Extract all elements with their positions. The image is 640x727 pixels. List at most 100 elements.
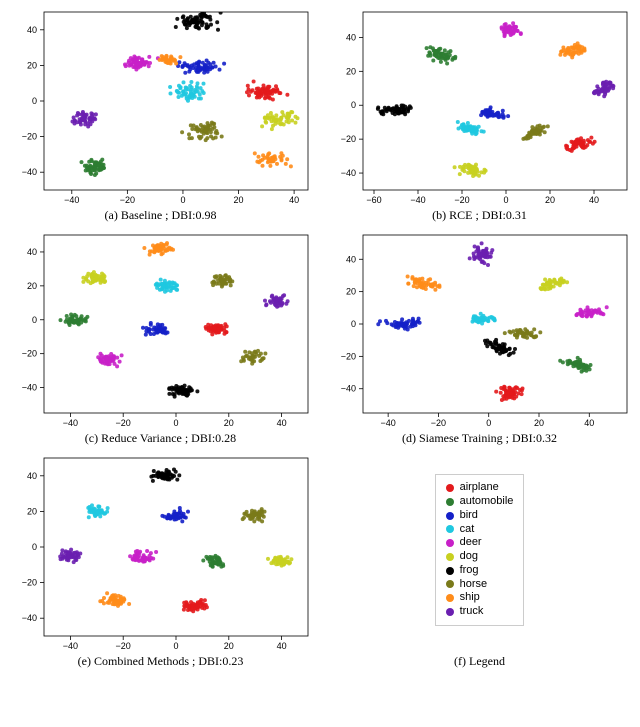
legend-label: ship xyxy=(460,591,480,605)
svg-text:40: 40 xyxy=(26,471,36,481)
svg-text:−40: −40 xyxy=(340,168,355,178)
svg-text:0: 0 xyxy=(173,418,178,427)
legend-swatch xyxy=(446,553,454,561)
legend-label: automobile xyxy=(460,495,514,509)
legend-item-frog: frog xyxy=(446,564,514,578)
svg-text:−20: −20 xyxy=(115,641,130,650)
legend-label: horse xyxy=(460,578,488,592)
legend-label: deer xyxy=(460,536,482,550)
svg-text:0: 0 xyxy=(486,418,491,427)
legend-label: dog xyxy=(460,550,478,564)
legend-item-cat: cat xyxy=(446,523,514,537)
svg-text:0: 0 xyxy=(31,315,36,325)
svg-text:40: 40 xyxy=(289,195,299,204)
svg-text:−20: −20 xyxy=(21,578,36,588)
legend-label: airplane xyxy=(460,481,499,495)
legend-swatch xyxy=(446,512,454,520)
legend-container: airplaneautomobilebirdcatdeerdogfroghors… xyxy=(325,450,635,650)
svg-text:−40: −40 xyxy=(21,383,36,393)
svg-text:20: 20 xyxy=(233,195,243,204)
svg-text:−20: −20 xyxy=(454,195,469,204)
legend-item-airplane: airplane xyxy=(446,481,514,495)
caption-b: (b) RCE ; DBI:0.31 xyxy=(432,208,527,223)
svg-text:20: 20 xyxy=(544,195,554,204)
svg-text:40: 40 xyxy=(345,32,355,42)
svg-text:−40: −40 xyxy=(62,418,77,427)
svg-text:−40: −40 xyxy=(21,613,36,623)
svg-text:20: 20 xyxy=(345,287,355,297)
legend-swatch xyxy=(446,594,454,602)
scatter-e: −40 −20 0 20 40 −40 −20 0 20 40 xyxy=(6,450,316,650)
legend-swatch xyxy=(446,539,454,547)
svg-text:20: 20 xyxy=(26,60,36,70)
legend-item-truck: truck xyxy=(446,605,514,619)
svg-text:−40: −40 xyxy=(62,641,77,650)
legend-item-dog: dog xyxy=(446,550,514,564)
legend-label: frog xyxy=(460,564,479,578)
svg-text:0: 0 xyxy=(503,195,508,204)
panel-a: −40 −20 0 20 40 −40 −20 0 20 40 (a) Baseline ; DB… xyxy=(4,4,317,223)
svg-text:40: 40 xyxy=(276,641,286,650)
svg-text:−60: −60 xyxy=(366,195,381,204)
svg-text:−20: −20 xyxy=(21,349,36,359)
svg-text:0: 0 xyxy=(350,319,355,329)
legend-swatch xyxy=(446,567,454,575)
legend-swatch xyxy=(446,608,454,616)
scatter-a: −40 −20 0 20 40 −40 −20 0 20 40 xyxy=(6,4,316,204)
svg-text:40: 40 xyxy=(588,195,598,204)
panel-f: airplaneautomobilebirdcatdeerdogfroghors… xyxy=(323,450,636,669)
svg-text:−40: −40 xyxy=(410,195,425,204)
panel-e: −40 −20 0 20 40 −40 −20 0 20 40 (e) Combined Meth… xyxy=(4,450,317,669)
legend-item-automobile: automobile xyxy=(446,495,514,509)
legend-item-horse: horse xyxy=(446,578,514,592)
svg-text:20: 20 xyxy=(26,506,36,516)
svg-text:40: 40 xyxy=(26,247,36,257)
caption-f: (f) Legend xyxy=(454,654,505,669)
panel-d: −40 −20 0 20 40 −40 −20 0 20 40 (d) Siamese Train… xyxy=(323,227,636,446)
svg-text:20: 20 xyxy=(223,418,233,427)
svg-text:−20: −20 xyxy=(21,132,36,142)
svg-text:−20: −20 xyxy=(340,134,355,144)
caption-d: (d) Siamese Training ; DBI:0.32 xyxy=(402,431,557,446)
svg-text:−20: −20 xyxy=(430,418,445,427)
caption-a: (a) Baseline ; DBI:0.98 xyxy=(105,208,217,223)
svg-text:−20: −20 xyxy=(115,418,130,427)
svg-text:−40: −40 xyxy=(64,195,79,204)
svg-text:0: 0 xyxy=(173,641,178,650)
scatter-b: −60 −40 −20 0 20 40 −40 −20 0 20 40 xyxy=(325,4,635,204)
legend-swatch xyxy=(446,580,454,588)
svg-text:40: 40 xyxy=(345,254,355,264)
svg-text:−40: −40 xyxy=(380,418,395,427)
caption-e: (e) Combined Methods ; DBI:0.23 xyxy=(78,654,244,669)
legend-item-deer: deer xyxy=(446,536,514,550)
svg-text:40: 40 xyxy=(276,418,286,427)
svg-text:0: 0 xyxy=(180,195,185,204)
svg-text:20: 20 xyxy=(26,281,36,291)
svg-text:20: 20 xyxy=(345,66,355,76)
scatter-c: −40 −20 0 20 40 −40 −20 0 20 40 xyxy=(6,227,316,427)
legend-box: airplaneautomobilebirdcatdeerdogfroghors… xyxy=(435,474,525,626)
legend-swatch xyxy=(446,484,454,492)
legend-label: bird xyxy=(460,509,478,523)
legend-item-ship: ship xyxy=(446,591,514,605)
svg-text:−40: −40 xyxy=(340,384,355,394)
legend-swatch xyxy=(446,498,454,506)
svg-text:−20: −20 xyxy=(119,195,134,204)
svg-text:40: 40 xyxy=(584,418,594,427)
legend-item-bird: bird xyxy=(446,509,514,523)
panel-b: −60 −40 −20 0 20 40 −40 −20 0 20 40 (b) RCE ; DBI:… xyxy=(323,4,636,223)
svg-text:20: 20 xyxy=(533,418,543,427)
panel-c: −40 −20 0 20 40 −40 −20 0 20 40 (c) Reduce Varian… xyxy=(4,227,317,446)
svg-text:−20: −20 xyxy=(340,351,355,361)
legend-label: cat xyxy=(460,523,475,537)
svg-text:0: 0 xyxy=(31,542,36,552)
svg-text:40: 40 xyxy=(26,25,36,35)
scatter-d: −40 −20 0 20 40 −40 −20 0 20 40 xyxy=(325,227,635,427)
svg-text:0: 0 xyxy=(31,96,36,106)
svg-text:0: 0 xyxy=(350,100,355,110)
legend-label: truck xyxy=(460,605,484,619)
svg-text:20: 20 xyxy=(223,641,233,650)
legend-swatch xyxy=(446,525,454,533)
caption-c: (c) Reduce Variance ; DBI:0.28 xyxy=(85,431,236,446)
svg-text:−40: −40 xyxy=(21,167,36,177)
